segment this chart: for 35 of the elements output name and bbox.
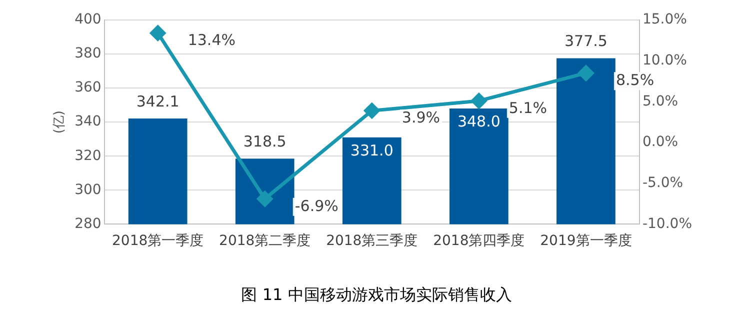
y-tick-label: 360: [74, 80, 102, 96]
data-label: 342.1: [136, 92, 180, 110]
x-tick-label: 2019第一季度: [540, 233, 632, 250]
point: [471, 93, 487, 109]
y2-tick-label: 0.0%: [642, 134, 678, 150]
y-tick-label: 300: [74, 182, 102, 198]
x-tick-label: 2018第三季度: [326, 233, 418, 250]
point: [257, 191, 273, 207]
y-axis-title: (亿): [52, 110, 68, 134]
text: 图 11 中国移动游戏市场实际销售收入: [240, 285, 513, 306]
data-label: 331.0: [350, 141, 394, 160]
data-label: 3.9%: [402, 108, 440, 127]
data-label: 13.4%: [188, 30, 236, 49]
y2-tick-label: 5.0%: [642, 93, 678, 110]
data-label: -6.9%: [294, 196, 338, 215]
x-tick-label: 2018第二季度: [219, 233, 311, 250]
x-tick-label: 2018第四季度: [433, 233, 525, 250]
point: [150, 25, 166, 41]
y2-tick-label: 10.0%: [642, 52, 687, 68]
y2-tick-label: -5.0%: [642, 175, 684, 191]
x-tick-label: 2018第一季度: [112, 233, 204, 250]
y2-tick-label: -10.0%: [642, 216, 692, 232]
y-tick-label: 280: [74, 216, 102, 232]
point: [364, 102, 380, 118]
data-label: 348.0: [457, 112, 500, 130]
y-tick-label: 320: [74, 148, 102, 164]
y-tick-label: 340: [74, 114, 102, 130]
data-label: 8.5%: [616, 70, 654, 89]
y2-tick-label: 15.0%: [642, 12, 687, 28]
data-label: 318.5: [243, 132, 286, 151]
point: [578, 65, 594, 81]
y-tick-label: 400: [74, 12, 102, 28]
data-label: 377.5: [564, 32, 608, 50]
y-tick-label: 380: [74, 46, 102, 62]
data-label: 5.1%: [508, 98, 548, 117]
